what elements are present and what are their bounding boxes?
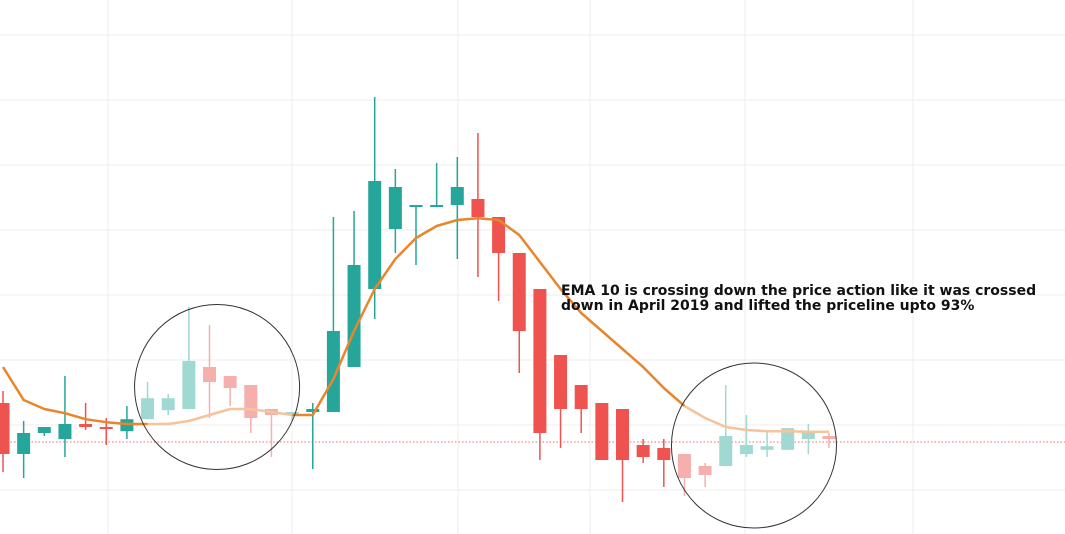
candle-body xyxy=(244,385,258,418)
candle-body xyxy=(616,409,629,460)
candle-body xyxy=(141,398,155,420)
candle-body xyxy=(554,355,568,409)
ema-line xyxy=(683,404,829,434)
candle-body xyxy=(822,436,836,439)
candle-body xyxy=(739,445,753,454)
candle-body xyxy=(37,427,51,433)
candle-body xyxy=(492,217,506,253)
candle-body xyxy=(574,385,588,409)
highlight-circle xyxy=(670,362,837,529)
ema-line xyxy=(292,216,686,417)
candle-body xyxy=(306,409,320,412)
candle-body xyxy=(719,436,733,466)
candle-body xyxy=(698,466,712,475)
highlight-circle xyxy=(134,303,301,471)
candle-body xyxy=(512,253,526,331)
candle-body xyxy=(450,187,464,205)
candle-body xyxy=(388,187,402,229)
candle-body xyxy=(58,424,72,439)
candle-body xyxy=(182,361,196,409)
ema-line xyxy=(147,407,293,426)
candle-body xyxy=(0,403,10,454)
candle-body xyxy=(203,367,216,382)
candle-body xyxy=(17,433,31,454)
candle-body xyxy=(79,424,93,427)
candle-body xyxy=(657,448,671,460)
candle-body xyxy=(636,445,650,457)
candle-body xyxy=(347,265,361,367)
chart-annotation: EMA 10 is crossing down the price action… xyxy=(561,283,1037,314)
candle-body xyxy=(409,205,423,207)
candle-body xyxy=(285,412,299,414)
candle-body xyxy=(368,181,382,289)
candle-body xyxy=(801,431,815,439)
candle-body xyxy=(430,205,444,207)
ema-line xyxy=(1,366,148,426)
candle-body xyxy=(161,398,175,411)
candle-body xyxy=(533,289,547,433)
candle-body xyxy=(760,446,774,450)
candle-body xyxy=(326,331,340,412)
candle-body xyxy=(595,403,609,460)
candle-body xyxy=(471,199,485,217)
candle-body xyxy=(99,427,113,429)
candle-body xyxy=(223,376,237,388)
candle-body xyxy=(781,428,795,450)
candle-body xyxy=(677,454,691,478)
